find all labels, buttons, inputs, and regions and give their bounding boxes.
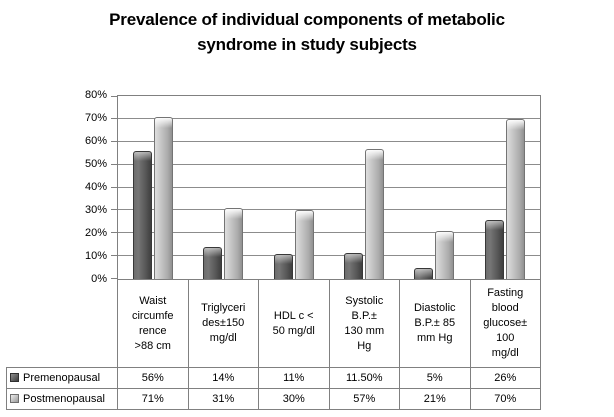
gridline [118,186,540,188]
value-cell: 56% [117,367,189,389]
bar-group-triglycerides [188,96,258,279]
gridline [118,163,540,165]
y-axis-tick [111,117,117,119]
data-table: Waist circumfe rence >88 cm Triglyceri d… [6,279,541,410]
y-tick-label: 20% [84,227,107,239]
legend-swatch-postmenopausal-icon [10,394,19,403]
y-axis-tick [111,186,117,188]
bar-group-glucose [470,96,540,279]
category-header-hdl: HDL c < 50 mg/dl [258,279,330,368]
value-cell: 57% [328,388,400,410]
bar-premenopausal-triglycerides [203,246,223,279]
y-axis-tick [111,278,117,279]
bar-group-waist [118,96,188,279]
y-tick-label: 80% [84,89,107,101]
series-name-premenopausal: Premenopausal [23,372,101,384]
y-tick-label: 30% [84,204,107,216]
bar-postmenopausal-waist [154,116,174,279]
value-cell: 11.50% [328,367,400,389]
gridline [118,232,540,234]
y-axis-tick [111,255,117,257]
value-cell: 26% [469,367,541,389]
bar-premenopausal-diastolic [414,267,434,279]
category-header-waist: Waist circumfe rence >88 cm [117,279,189,368]
bar-postmenopausal-triglycerides [224,208,244,279]
y-tick-label: 50% [84,158,107,170]
value-cell: 70% [469,388,541,410]
y-tick-label: 60% [84,135,107,147]
value-cell: 11% [258,367,330,389]
y-axis-tick [111,140,117,142]
bars-container [118,96,540,279]
table-header-row: Waist circumfe rence >88 cm Triglyceri d… [7,279,541,368]
series-name-postmenopausal: Postmenopausal [23,393,105,405]
bar-postmenopausal-systolic [365,148,385,279]
category-header-diastolic: Diastolic B.P.± 85 mm Hg [399,279,471,368]
y-tick-label: 10% [84,250,107,262]
category-header-systolic: Systolic B.P.± 130 mm Hg [328,279,400,368]
legend-item-postmenopausal: Postmenopausal [6,388,118,410]
bar-premenopausal-hdl [273,253,293,279]
value-cell: 71% [117,388,189,410]
plot-area [111,95,541,280]
table-row-postmenopausal: Postmenopausal 71% 31% 30% 57% 21% 70% [6,388,541,410]
bar-group-hdl [259,96,329,279]
bar-postmenopausal-diastolic [435,230,455,279]
value-cell: 5% [399,367,471,389]
legend-swatch-premenopausal-icon [10,373,19,382]
value-cell: 31% [187,388,259,410]
y-axis-tick [111,232,117,234]
legend-item-premenopausal: Premenopausal [6,367,118,389]
bar-premenopausal-waist [133,150,153,279]
gridline [118,255,540,257]
y-axis: 80% 70% 60% 50% 40% 30% 20% 10% 0% [55,89,107,285]
value-cell: 30% [258,388,330,410]
gridline [118,140,540,142]
y-axis-tick [111,96,117,97]
category-header-triglycerides: Triglyceri des±150 mg/dl [187,279,259,368]
bar-postmenopausal-hdl [294,210,314,279]
bar-premenopausal-glucose [484,219,504,279]
category-header-glucose: Fasting blood glucose± 100 mg/dl [469,279,541,368]
bar-group-systolic [329,96,399,279]
value-cell: 21% [399,388,471,410]
y-tick-label: 70% [84,112,107,124]
gridline [118,209,540,211]
table-row-premenopausal: Premenopausal 56% 14% 11% 11.50% 5% 26% [6,367,541,389]
y-tick-label: 40% [84,181,107,193]
table-corner-spacer [7,280,118,368]
chart-title: Prevalence of individual components of m… [109,10,505,54]
gridline [118,117,540,119]
bar-group-diastolic [399,96,469,279]
y-axis-tick [111,163,117,165]
y-axis-tick [111,209,117,211]
y-tick-label: 0% [91,273,107,285]
bar-postmenopausal-glucose [505,118,525,279]
bar-premenopausal-systolic [344,252,364,279]
value-cell: 14% [187,367,259,389]
